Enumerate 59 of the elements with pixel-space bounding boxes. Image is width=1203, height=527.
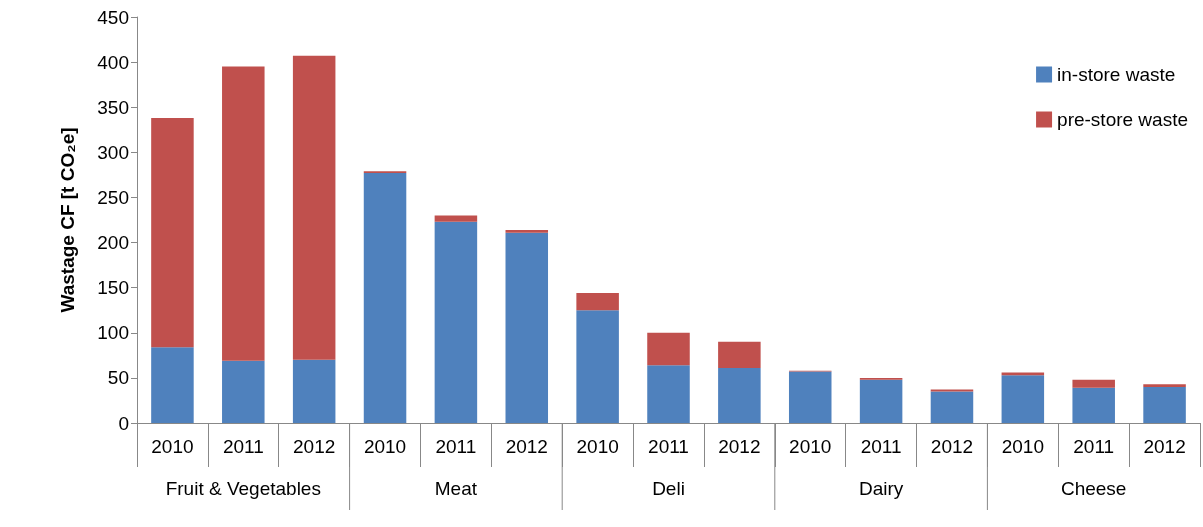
- y-tick-label: 150: [97, 277, 129, 299]
- bar: [1001, 375, 1045, 423]
- bar: [647, 332, 690, 366]
- text: Meat: [434, 477, 478, 499]
- bar: [718, 367, 761, 423]
- bar: [434, 215, 478, 222]
- bar: [1072, 387, 1115, 423]
- y-tick-label: 450: [97, 6, 129, 28]
- y-axis-title: Wastage CF [t CO₂e]: [57, 127, 78, 313]
- x-tick-label: 2010: [789, 436, 832, 457]
- x-tick-label: 2011: [1073, 436, 1115, 457]
- text: Dairy: [858, 477, 904, 499]
- y-tick-label: 200: [97, 232, 129, 254]
- text: Cheese: [1060, 477, 1127, 499]
- x-tick-label: 2012: [293, 436, 336, 457]
- bar: [1143, 384, 1186, 387]
- bar: [434, 221, 478, 423]
- x-tick-label: 2010: [576, 436, 619, 457]
- bar: [151, 347, 194, 423]
- legend-label: pre-store waste: [1057, 109, 1189, 130]
- text: Deli: [652, 477, 685, 499]
- x-tick-label: 2011: [222, 436, 264, 457]
- bar: [292, 55, 336, 360]
- x-tick-label: 2011: [435, 436, 477, 457]
- y-tick-label: 50: [107, 367, 129, 389]
- bar: [505, 232, 549, 423]
- y-tick-label: 400: [97, 51, 129, 73]
- bar: [788, 371, 832, 423]
- y-tick-label: 250: [97, 186, 129, 208]
- x-tick-label: 2012: [505, 436, 548, 457]
- bar: [222, 360, 265, 423]
- bar: [222, 66, 265, 361]
- bar: [930, 391, 974, 423]
- text: Fruit & Vegetables: [165, 477, 321, 499]
- bar: [576, 310, 619, 423]
- bar: [363, 173, 407, 423]
- y-tick-label: 100: [97, 322, 129, 344]
- x-tick-label: 2010: [1001, 436, 1044, 457]
- bar: [1143, 386, 1186, 423]
- x-tick-label: 2011: [860, 436, 902, 457]
- x-tick-label: 2011: [648, 436, 689, 457]
- bar: [1001, 372, 1045, 376]
- x-tick-label: 2012: [718, 436, 761, 457]
- y-tick-label: 0: [118, 412, 129, 434]
- y-tick-label: 350: [97, 96, 129, 118]
- bar: [718, 341, 761, 368]
- bar: [576, 293, 619, 311]
- x-tick-label: 2010: [151, 436, 194, 457]
- legend-label: in-store waste: [1057, 64, 1176, 85]
- y-tick-label: 300: [97, 141, 129, 163]
- bar: [151, 118, 194, 348]
- bar: [505, 229, 549, 233]
- x-tick-label: 2012: [1143, 436, 1186, 457]
- bar: [859, 379, 903, 423]
- x-tick-label: 2010: [363, 436, 407, 457]
- x-tick-label: 2012: [930, 436, 974, 457]
- bar: [647, 365, 690, 423]
- bar: [1072, 379, 1115, 388]
- bar: [292, 359, 336, 423]
